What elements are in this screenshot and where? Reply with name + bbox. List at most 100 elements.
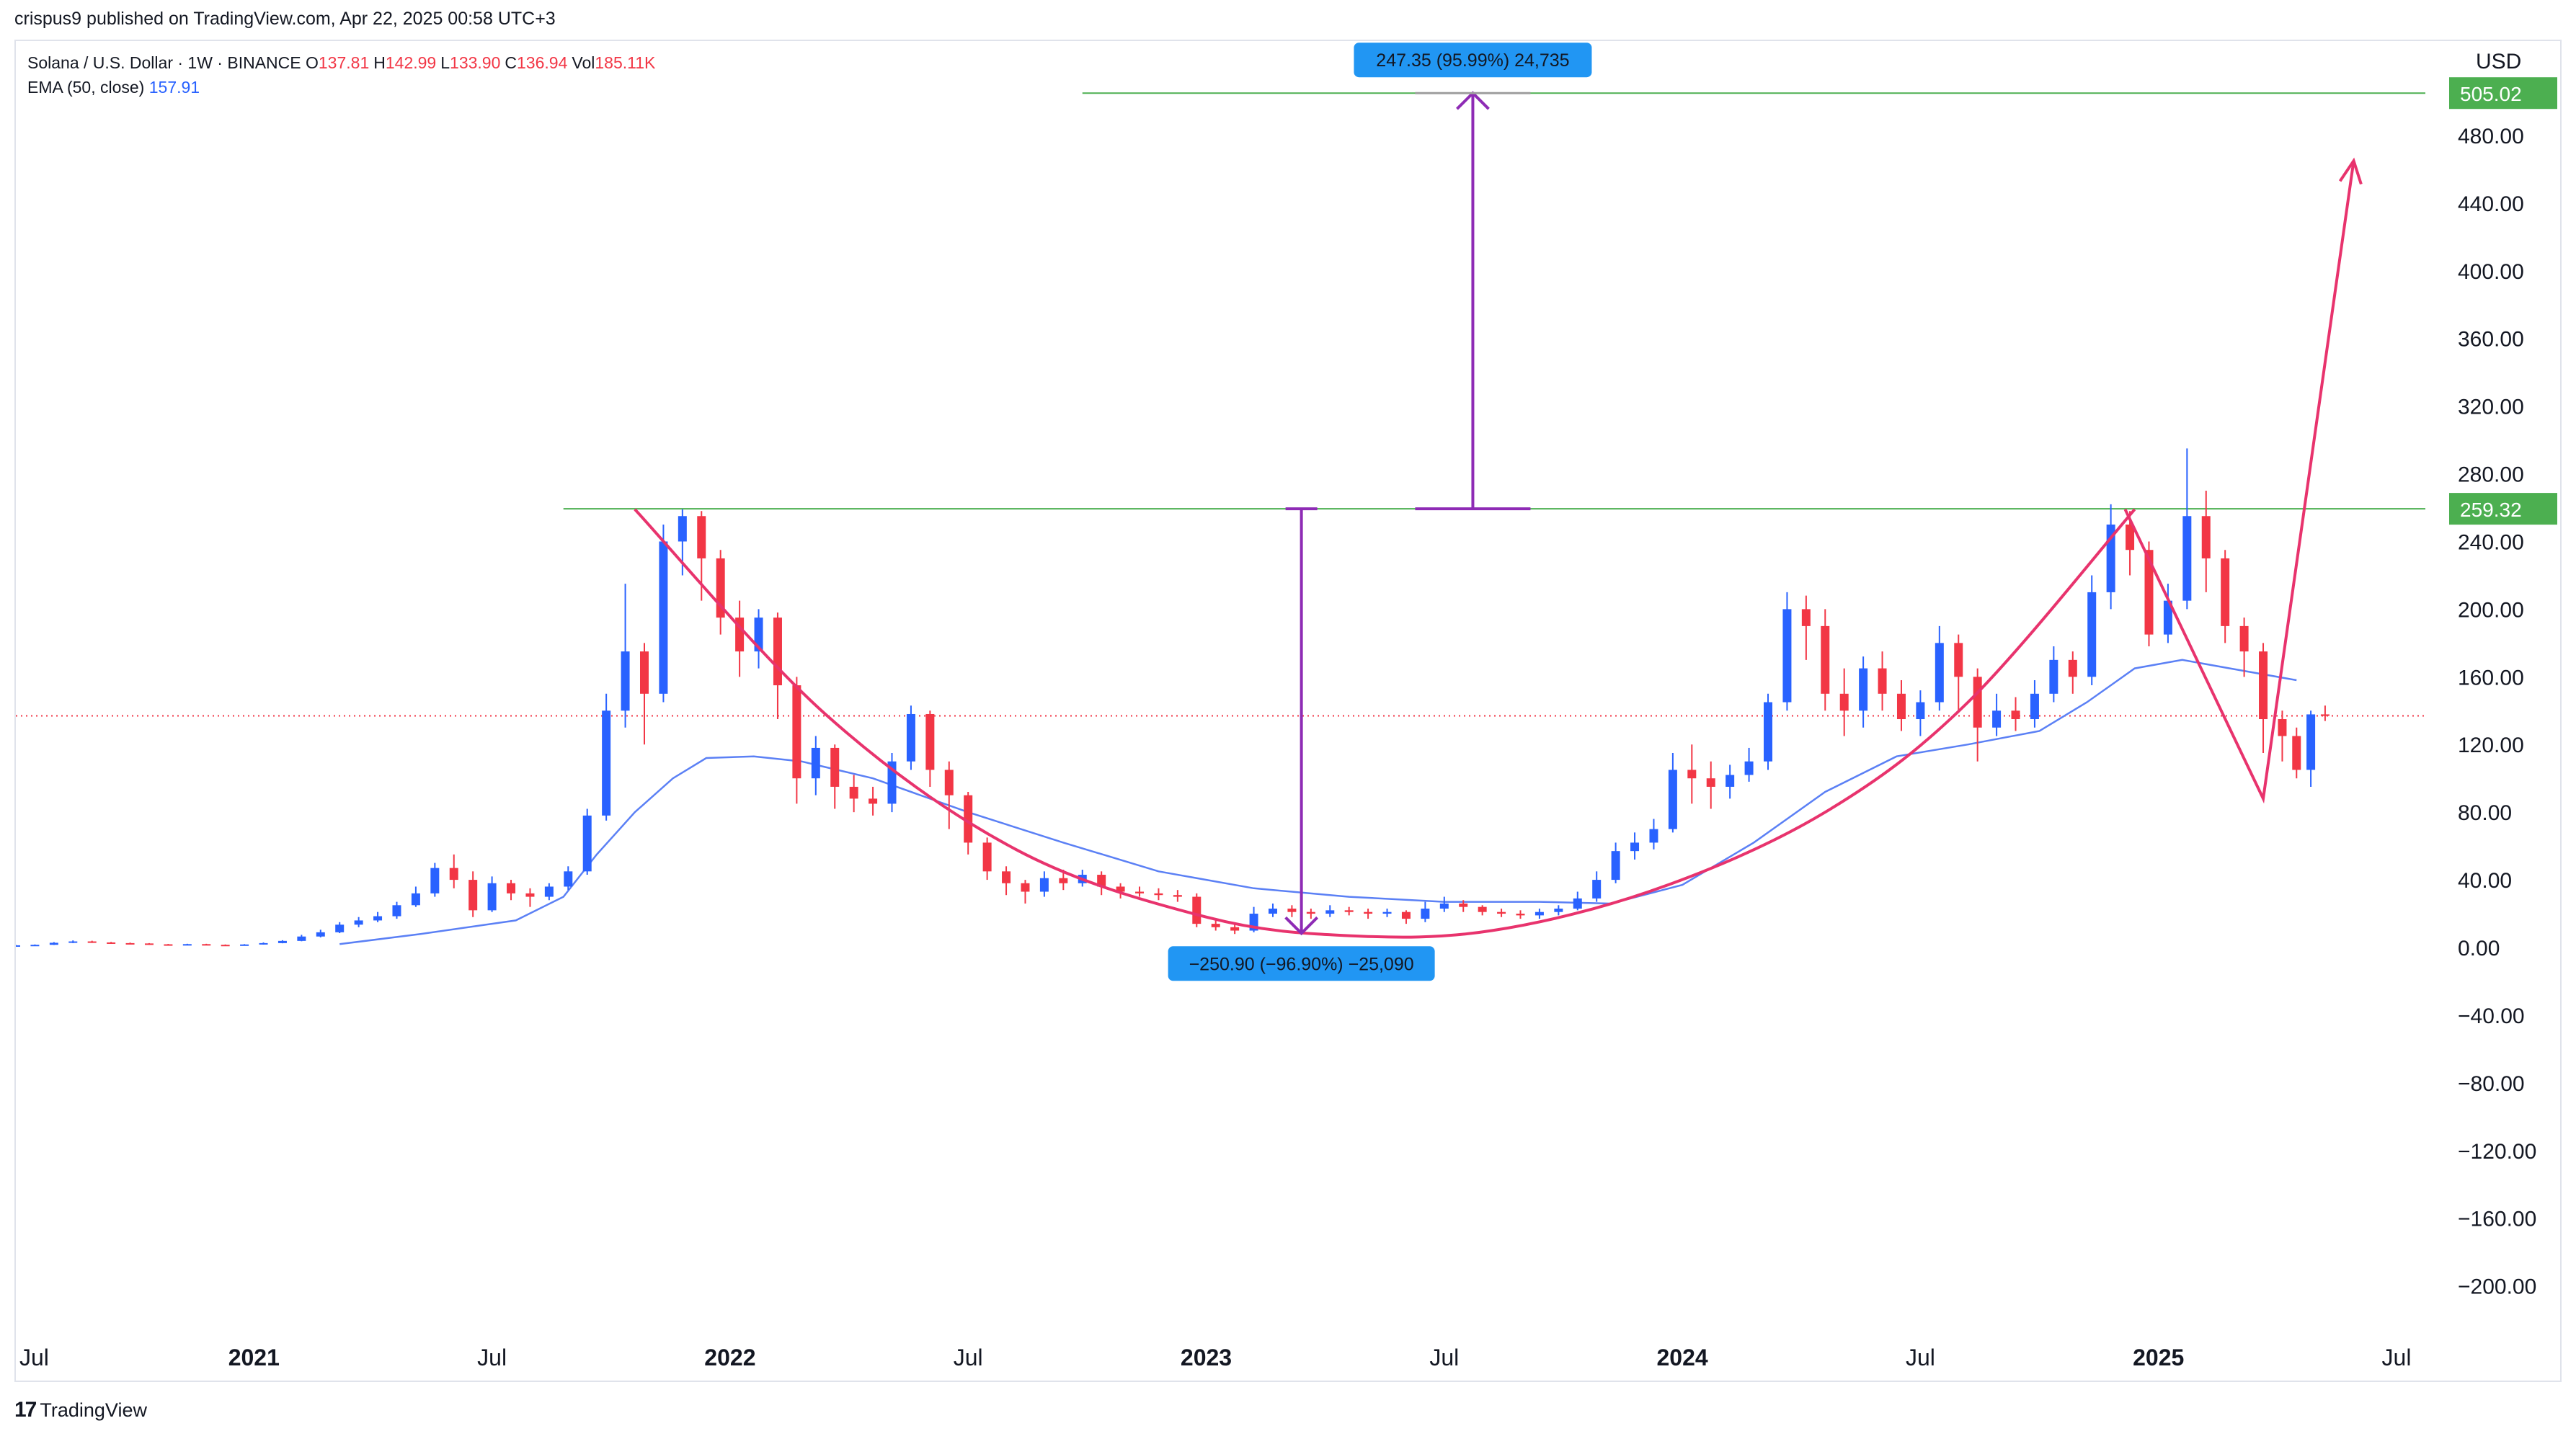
candle[interactable] — [221, 944, 230, 947]
candle[interactable] — [1573, 891, 1582, 911]
candle[interactable] — [1516, 910, 1525, 919]
currency-label[interactable]: USD — [2476, 50, 2521, 73]
candle[interactable] — [544, 883, 554, 901]
candle[interactable] — [2030, 680, 2039, 728]
candle[interactable] — [2306, 710, 2316, 787]
candle[interactable] — [830, 744, 840, 809]
measurement-badge[interactable] — [1354, 43, 1592, 78]
candle[interactable] — [1611, 842, 1620, 883]
measurement-badge[interactable] — [1168, 946, 1435, 981]
candle[interactable] — [240, 944, 249, 946]
candle[interactable] — [1344, 906, 1354, 916]
candle[interactable] — [297, 935, 306, 942]
price-badge[interactable] — [2449, 77, 2557, 110]
measurement-arrow[interactable]: 247.35 (95.99%) 24,735 — [1354, 43, 1592, 511]
candle[interactable] — [1668, 752, 1677, 833]
candle[interactable] — [1478, 905, 1487, 916]
candle[interactable] — [564, 866, 573, 891]
candle[interactable] — [1287, 905, 1297, 917]
plot-area[interactable] — [12, 92, 2425, 947]
candle[interactable] — [144, 942, 154, 945]
candle[interactable] — [316, 930, 325, 937]
candle[interactable] — [906, 705, 915, 770]
candle[interactable] — [1687, 744, 1697, 804]
candle[interactable] — [2106, 504, 2115, 610]
candle[interactable] — [1421, 901, 1430, 922]
candle[interactable] — [2087, 575, 2097, 686]
candle[interactable] — [754, 609, 763, 669]
candle[interactable] — [2259, 643, 2268, 753]
candle[interactable] — [1268, 903, 1277, 917]
candle[interactable] — [2292, 727, 2301, 779]
candle[interactable] — [1554, 905, 1563, 916]
candle[interactable] — [430, 862, 440, 897]
candle[interactable] — [659, 525, 668, 703]
candle[interactable] — [373, 911, 383, 922]
candle[interactable] — [1764, 693, 1773, 770]
candle[interactable] — [1401, 910, 1411, 924]
candle[interactable] — [716, 550, 725, 635]
candle[interactable] — [2011, 697, 2020, 731]
price-badge[interactable] — [2449, 493, 2557, 525]
candle[interactable] — [1116, 883, 1125, 899]
candle[interactable] — [1859, 656, 1868, 728]
candle[interactable] — [1916, 690, 1925, 736]
candle[interactable] — [869, 786, 878, 816]
candle[interactable] — [1173, 890, 1182, 902]
candle[interactable] — [582, 808, 592, 875]
cup-pattern-curve[interactable] — [634, 508, 2136, 939]
candle[interactable] — [507, 880, 516, 901]
candle[interactable] — [1801, 595, 1811, 660]
candle[interactable] — [87, 940, 97, 943]
candle[interactable] — [107, 942, 116, 944]
candle[interactable] — [125, 942, 135, 945]
candle[interactable] — [1097, 871, 1106, 896]
candle[interactable] — [925, 710, 935, 787]
candle[interactable] — [602, 693, 611, 821]
candle[interactable] — [1211, 920, 1220, 931]
candle[interactable] — [982, 837, 992, 881]
candle[interactable] — [1192, 893, 1202, 927]
candle[interactable] — [1744, 747, 1754, 782]
candle[interactable] — [2320, 705, 2329, 721]
candle[interactable] — [1649, 819, 1658, 850]
price-axis[interactable]: USD 480.00 440.00 400.00 360.00 320.00 280.00 2… — [2449, 50, 2557, 1299]
candle[interactable] — [1726, 764, 1735, 799]
time-axis[interactable]: Jul 2021 Jul 2022 Jul 2023 Jul 2024 Jul 2025 Jul — [19, 1345, 2411, 1370]
candle[interactable] — [1459, 900, 1468, 912]
candle[interactable] — [202, 943, 211, 946]
candle[interactable] — [887, 752, 897, 813]
candle[interactable] — [164, 944, 173, 946]
symbol-title[interactable]: Solana / U.S. Dollar · 1W · BINANCE — [27, 53, 301, 72]
candle[interactable] — [468, 871, 478, 917]
candle[interactable] — [259, 942, 268, 945]
candle[interactable] — [1592, 871, 1602, 902]
candle[interactable] — [30, 944, 40, 947]
candle[interactable] — [277, 940, 287, 944]
candle[interactable] — [411, 886, 420, 907]
candle[interactable] — [1821, 609, 1830, 711]
candle[interactable] — [1896, 680, 1906, 731]
candle[interactable] — [2182, 448, 2192, 610]
candle[interactable] — [1364, 908, 1373, 919]
candle[interactable] — [1002, 866, 1011, 896]
candle[interactable] — [392, 901, 401, 919]
candle[interactable] — [2049, 646, 2058, 703]
candle[interactable] — [49, 942, 58, 945]
candle[interactable] — [2163, 584, 2172, 643]
candle[interactable] — [1154, 888, 1163, 901]
ema-line[interactable] — [339, 659, 2297, 945]
candle[interactable] — [525, 888, 535, 907]
candle[interactable] — [1973, 668, 1982, 762]
candle[interactable] — [1630, 832, 1640, 860]
candle[interactable] — [1039, 871, 1049, 897]
tradingview-logo[interactable]: 17 TradingView — [14, 1398, 147, 1422]
measurement-arrow[interactable]: −250.90 (−96.90%) −25,090 — [1168, 507, 1435, 981]
candle[interactable] — [1935, 625, 1944, 711]
candle[interactable] — [1439, 896, 1449, 912]
candle[interactable] — [182, 943, 192, 946]
candle[interactable] — [12, 945, 20, 947]
candle[interactable] — [68, 940, 78, 943]
ema-indicator-label[interactable]: EMA (50, close) — [27, 78, 145, 97]
